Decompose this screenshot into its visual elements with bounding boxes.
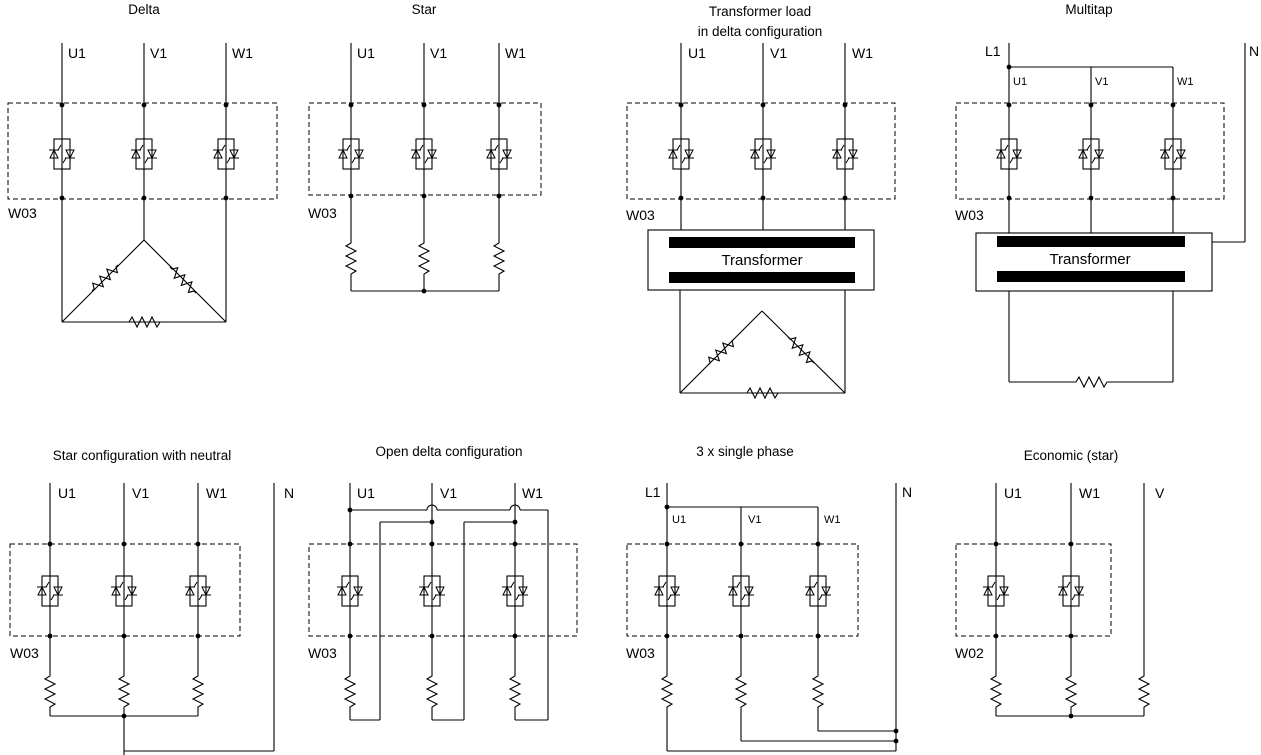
phase-label-u1: U1 [357,45,375,61]
softstarter-unit-box [955,543,1112,637]
transformer-label: Transformer [1049,251,1130,268]
phase-label-w1: W1 [232,45,253,61]
unit-label: W03 [8,205,37,221]
resistor-icon [344,672,356,711]
diagram-title-line1: Transformer load [709,4,811,19]
neutral-label: N [902,484,912,500]
tap-label-w1: W1 [1177,76,1194,88]
resistor-icon [990,672,1002,711]
phase-label-w1: W1 [505,45,526,61]
diagram-delta: Delta U1 V1 W1 W03 [7,2,278,328]
unit-label: W03 [10,645,39,661]
softstarter-unit-box [955,102,1225,200]
resistor-icon [192,672,204,711]
tap-label-v1: V1 [748,514,761,526]
diagram-3x-single-phase: 3 x single phase L1 N U1 V1 W1 W03 [626,444,912,752]
tap-label-w1: W1 [824,514,841,526]
transformer-label: Transformer [721,252,802,269]
phase-label-v: V [1155,485,1165,501]
resistor-icon [812,672,824,711]
tap-label-u1: U1 [672,514,686,526]
resistor-icon [118,672,130,711]
resistor-icon [735,672,747,711]
resistor-icon [426,672,438,711]
phase-label-v1: V1 [150,45,167,61]
unit-label: W03 [955,207,984,223]
diagram-economic-star: Economic (star) U1 W1 V W02 [955,448,1165,719]
phase-label-v1: V1 [770,45,787,61]
phase-label-w1: W1 [522,485,543,501]
softstarter-unit-box [308,102,542,196]
phase-label-v1: V1 [430,45,447,61]
resistor-icon [1072,376,1111,388]
phase-label-v1: V1 [132,485,149,501]
phase-label-u1: U1 [357,485,375,501]
phase-label-w1: W1 [206,485,227,501]
resistor-icon [418,239,430,278]
supply-label: L1 [645,484,661,500]
resistor-icon [509,672,521,711]
resistor-icon [703,334,739,370]
tap-label-v1: V1 [1095,76,1108,88]
diagram-title: 3 x single phase [696,444,794,459]
diagram-open-delta: Open delta configuration U1 V1 W1 W03 [308,444,578,721]
diagram-title: Economic (star) [1024,448,1119,463]
unit-label: W02 [955,645,984,661]
neutral-label: N [284,485,294,501]
diagram-star: Star U1 V1 W1 W03 [308,2,542,294]
supply-label: L1 [985,43,1001,59]
diagram-title: Star [412,2,437,17]
resistor-icon [1065,672,1077,711]
phase-label-v1: V1 [440,485,457,501]
resistor-icon [661,672,673,711]
neutral-label: N [1249,43,1259,59]
resistor-icon [1138,672,1150,711]
diagram-star-with-neutral: Star configuration with neutral U1 V1 W1… [9,448,294,755]
resistor-icon [783,332,819,368]
diagram-title: Open delta configuration [375,444,522,459]
unit-label: W03 [308,205,337,221]
phase-label-w1: W1 [1079,485,1100,501]
diagram-title-line2: in delta configuration [698,24,823,39]
unit-label: W03 [308,645,337,661]
diagram-title: Delta [128,2,160,17]
phase-label-u1: U1 [688,45,706,61]
phase-label-u1: U1 [68,45,86,61]
diagram-title: Star configuration with neutral [53,448,232,463]
resistor-icon [165,262,201,298]
diagram-transformer-delta: Transformer load in delta configuration … [626,4,896,399]
phase-label-u1: U1 [1004,485,1022,501]
softstarter-unit-box [7,102,278,200]
phase-label-u1: U1 [58,485,76,501]
resistor-icon [87,260,123,296]
tap-label-u1: U1 [1013,76,1027,88]
diagram-multitap: Multitap L1 N U1 V1 W1 W03 Transformer [955,2,1259,388]
unit-label: W03 [626,207,655,223]
phase-label-w1: W1 [852,45,873,61]
softstarter-unit-box [308,543,578,637]
resistor-icon [44,672,56,711]
resistor-icon [345,239,357,278]
diagram-title: Multitap [1065,2,1112,17]
softstarter-unit-box [626,102,896,200]
resistor-icon [493,239,505,278]
unit-label: W03 [626,645,655,661]
